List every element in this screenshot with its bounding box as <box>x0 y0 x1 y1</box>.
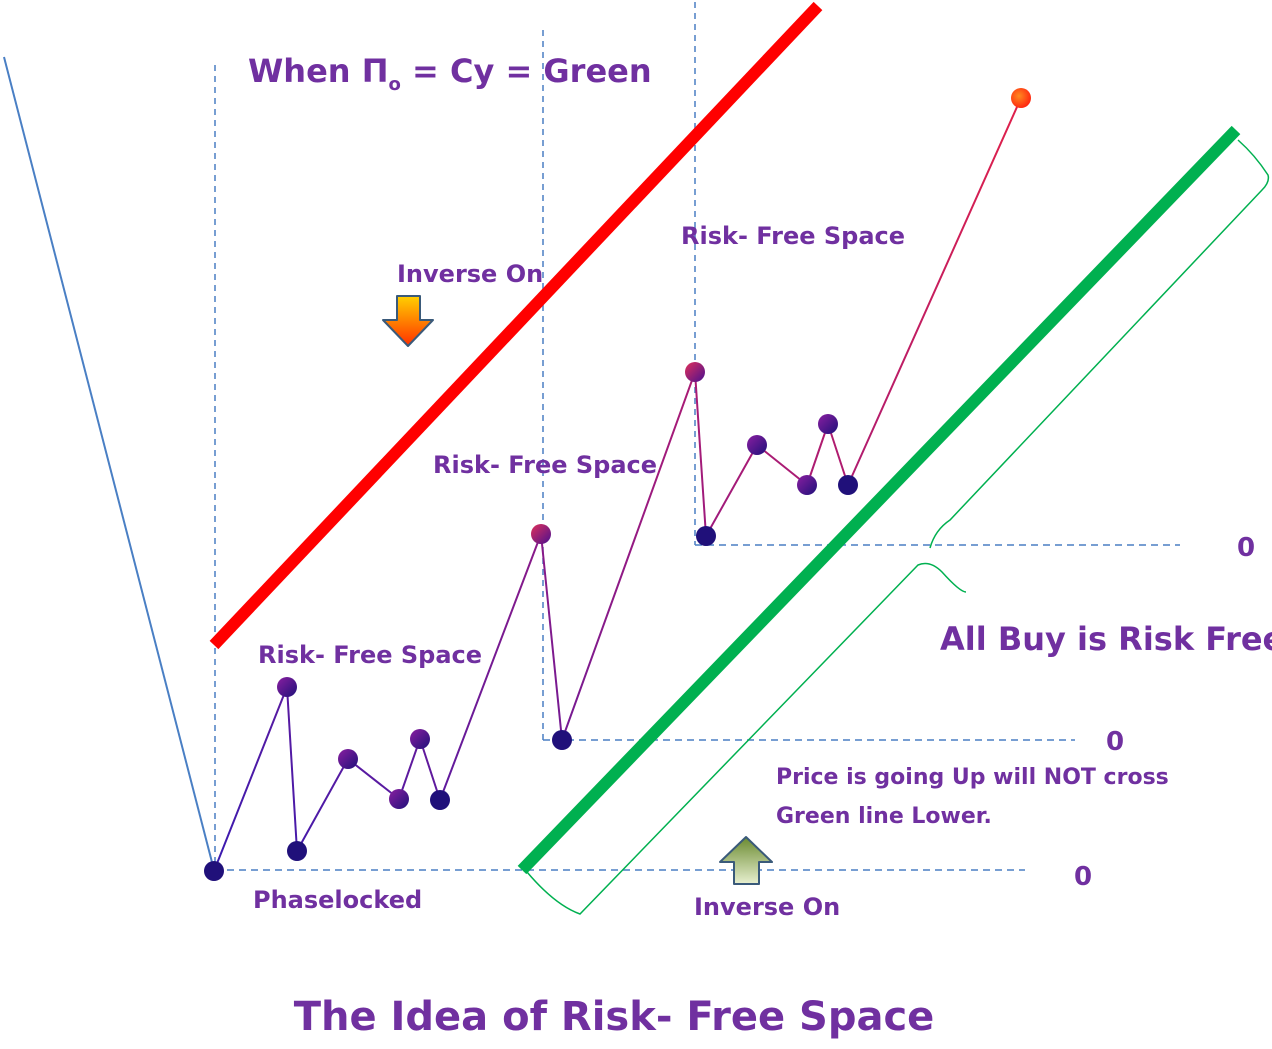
zero-label-middle: 0 <box>1106 727 1124 757</box>
upper-brace <box>929 139 1270 549</box>
node <box>552 730 572 750</box>
up-arrow-icon <box>719 836 773 885</box>
node-end <box>1011 88 1031 108</box>
green-lower-line <box>517 125 1241 875</box>
node <box>277 677 297 697</box>
entry-line <box>3 56 215 871</box>
price-note-line1: Price is going Up will NOT cross <box>776 765 1169 790</box>
zero-label-top: 0 <box>1237 533 1255 563</box>
node-start <box>204 861 224 881</box>
node <box>818 414 838 434</box>
risk-free-space-label-2: Risk- Free Space <box>433 451 657 479</box>
formula-suffix: = Cy = Green <box>401 52 652 90</box>
diagram-title: The Idea of Risk- Free Space <box>294 994 935 1040</box>
inverse-on-top-label: Inverse On <box>397 260 543 288</box>
lower-brace <box>526 562 967 915</box>
price-path <box>213 97 1022 872</box>
all-buy-risk-free-label: All Buy is Risk Free <box>940 620 1272 658</box>
inverse-on-bottom-label: Inverse On <box>694 893 840 921</box>
vertical-guides <box>214 2 696 870</box>
node <box>410 729 430 749</box>
horizontal-baselines <box>215 544 1180 871</box>
risk-free-space-label-1: Risk- Free Space <box>258 641 482 669</box>
phaselocked-label: Phaselocked <box>253 886 422 914</box>
risk-free-space-label-3: Risk- Free Space <box>681 222 905 250</box>
formula-heading: When Πo = Cy = Green <box>248 52 652 95</box>
formula-pi: Π <box>362 52 389 90</box>
node <box>430 790 450 810</box>
node <box>747 435 767 455</box>
node <box>531 524 551 544</box>
node <box>389 789 409 809</box>
node <box>696 526 716 546</box>
down-arrow-icon <box>382 295 434 347</box>
formula-prefix: When <box>248 52 362 90</box>
node <box>685 362 705 382</box>
node <box>797 475 817 495</box>
node <box>338 749 358 769</box>
price-nodes <box>204 88 1031 881</box>
red-upper-line <box>209 1 823 650</box>
formula-subscript: o <box>388 74 400 95</box>
zero-label-bottom: 0 <box>1074 862 1092 892</box>
node <box>287 841 307 861</box>
price-note-line2: Green line Lower. <box>776 804 992 829</box>
node <box>838 475 858 495</box>
